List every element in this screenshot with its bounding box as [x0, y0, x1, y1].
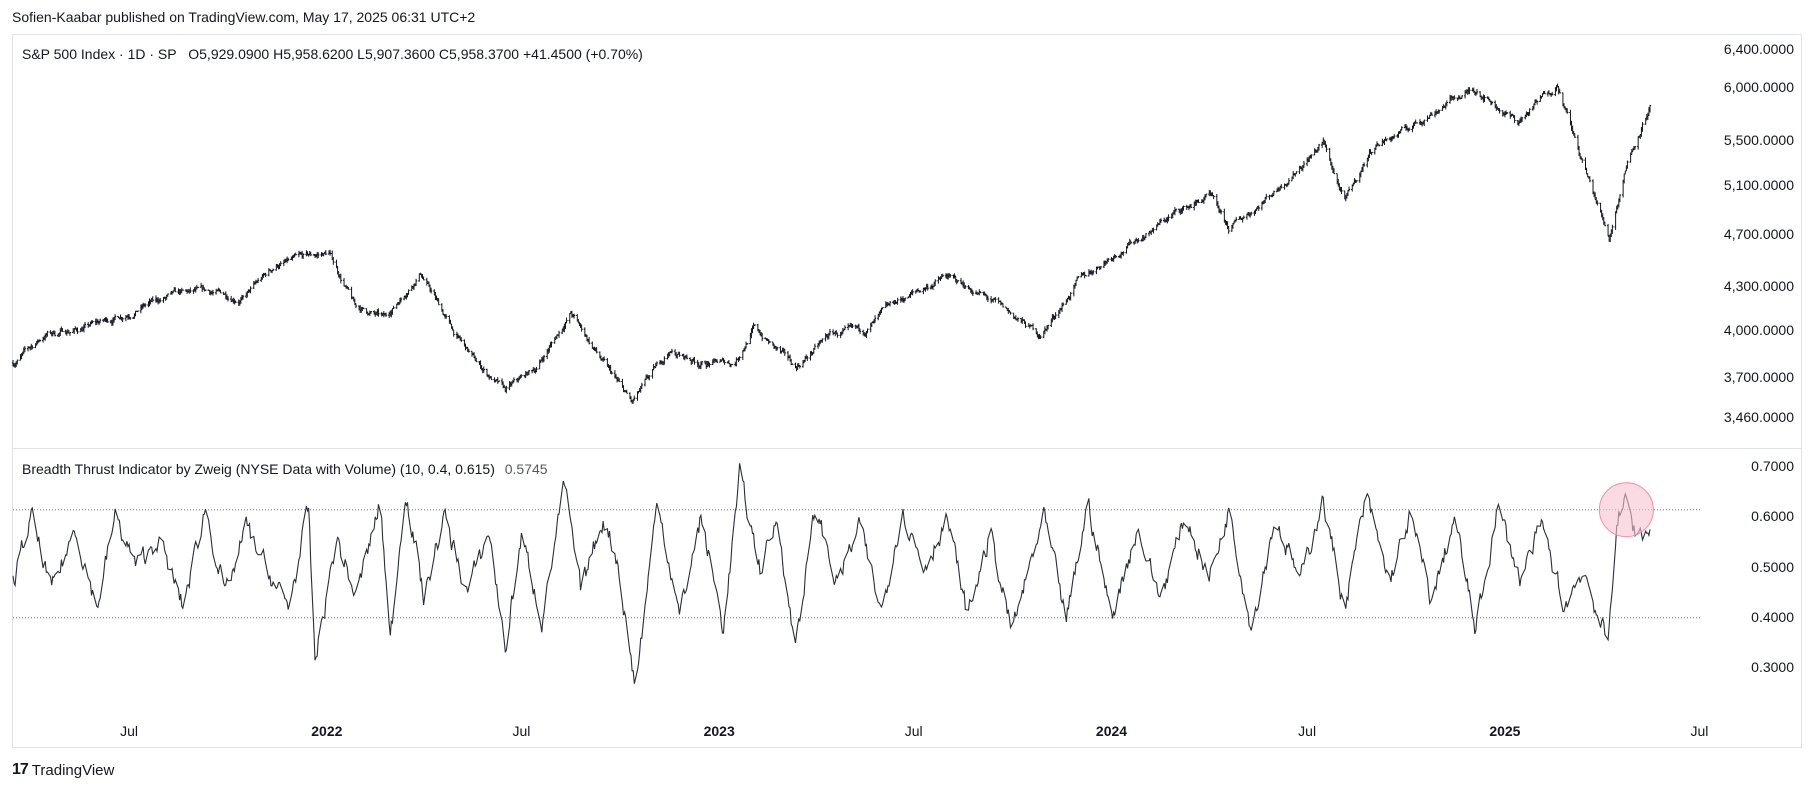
chart-frame[interactable] [12, 34, 1802, 748]
indicator-y-tick: 0.7000 [1751, 458, 1794, 474]
x-tick-label: Jul [1690, 723, 1709, 739]
tradingview-brand[interactable]: 17 TradingView [12, 761, 114, 779]
price-y-tick: 6,000.0000 [1723, 79, 1794, 95]
indicator-value: 0.5745 [504, 461, 548, 477]
price-legend: S&P 500 Index · 1D · SP O5,929.0900 H5,9… [22, 46, 643, 62]
price-y-tick: 4,700.0000 [1723, 226, 1794, 242]
publisher-header: Sofien-Kaabar published on TradingView.c… [12, 9, 476, 25]
x-tick-label: 2023 [703, 723, 735, 739]
price-y-tick: 3,460.0000 [1723, 409, 1794, 425]
x-tick-label: 2024 [1095, 723, 1128, 739]
indicator-y-tick: 0.3000 [1751, 659, 1794, 675]
pane-divider[interactable] [12, 448, 1802, 449]
x-tick-label: 2025 [1489, 723, 1521, 739]
indicator-title: Breadth Thrust Indicator by Zweig (NYSE … [22, 461, 495, 477]
price-y-tick: 5,500.0000 [1723, 132, 1794, 148]
x-tick-label: Jul [1298, 723, 1317, 739]
indicator-y-tick: 0.5000 [1751, 558, 1794, 575]
indicator-y-tick: 0.4000 [1751, 608, 1794, 625]
price-y-tick: 3,700.0000 [1723, 369, 1794, 385]
brand-name: TradingView [31, 761, 115, 779]
price-symbol: S&P 500 Index · 1D · SP [22, 46, 177, 62]
highlight-circle [1598, 482, 1654, 538]
x-tick-label: Jul [512, 723, 531, 739]
x-tick-label: 2022 [311, 723, 343, 739]
price-y-tick: 5,100.0000 [1723, 177, 1794, 193]
price-y-tick: 4,300.0000 [1723, 278, 1794, 294]
x-tick-label: Jul [904, 723, 923, 739]
tradingview-logo-icon: 17 [12, 761, 29, 778]
price-y-tick: 4,000.0000 [1723, 322, 1794, 338]
breadth-thrust-line [12, 463, 1651, 684]
indicator-legend: Breadth Thrust Indicator by Zweig (NYSE … [22, 461, 548, 477]
x-tick-label: Jul [120, 723, 139, 739]
price-ohlc: O5,929.0900 H5,958.6200 L5,907.3600 C5,9… [188, 46, 643, 62]
price-y-tick: 6,400.0000 [1723, 41, 1794, 57]
indicator-y-tick: 0.6000 [1751, 508, 1794, 525]
